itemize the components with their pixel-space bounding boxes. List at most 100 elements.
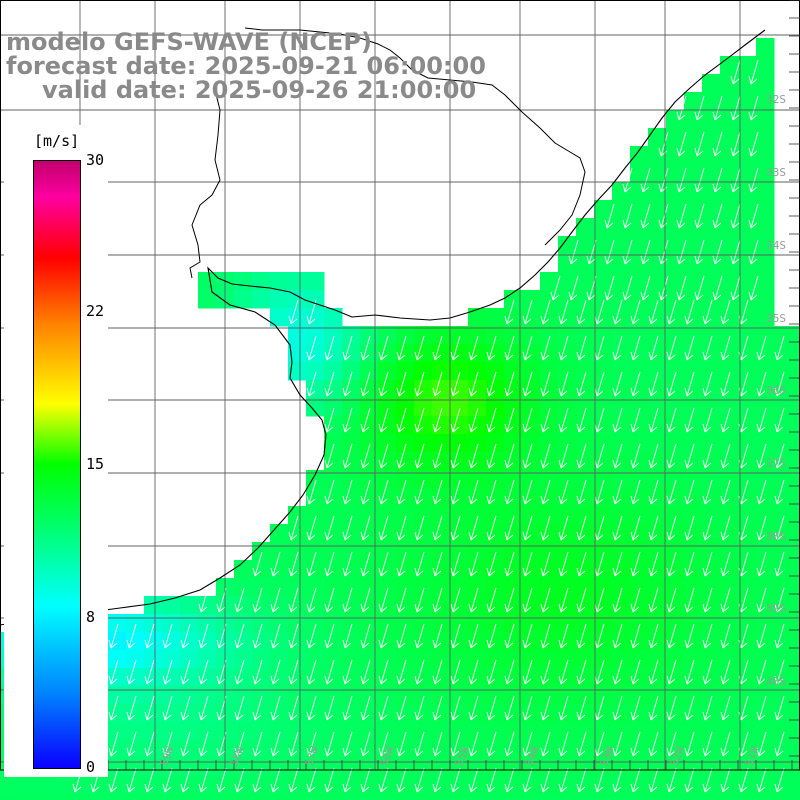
wind-speed-cell [702, 506, 721, 525]
colorbar-tick-label: 8 [86, 608, 96, 626]
wind-speed-cell [756, 236, 775, 255]
wind-speed-cell [432, 380, 451, 399]
wind-speed-cell [270, 596, 289, 615]
wind-arrow [450, 767, 461, 793]
wind-speed-cell [702, 542, 721, 561]
wind-speed-cell [702, 488, 721, 507]
wind-speed-cell [198, 722, 217, 741]
wind-speed-cell [648, 164, 667, 183]
wind-arrow [558, 515, 569, 541]
wind-arrow [108, 731, 119, 757]
wind-speed-cell [162, 614, 181, 633]
colorbar-tick-label: 30 [86, 151, 105, 169]
wind-speed-cell [270, 794, 289, 800]
wind-speed-cell [540, 614, 559, 633]
wind-arrow [198, 623, 209, 649]
wind-arrow [756, 767, 767, 793]
wind-speed-cell [756, 794, 775, 800]
wind-speed-cell [108, 776, 127, 795]
wind-speed-cell [666, 254, 685, 273]
wind-speed-cell [684, 326, 703, 345]
wind-speed-cell [36, 794, 55, 800]
wind-arrow [522, 551, 533, 577]
wind-speed-cell [540, 722, 559, 741]
wind-speed-cell [738, 362, 757, 381]
wind-speed-cell [540, 668, 559, 687]
wind-speed-cell [594, 632, 613, 651]
wind-arrow [180, 659, 191, 685]
wind-speed-cell [288, 758, 307, 777]
wind-arrow [180, 731, 191, 757]
wind-arrow [414, 587, 425, 613]
wind-arrow [658, 275, 669, 301]
wind-arrow [550, 275, 561, 301]
wind-speed-cell [360, 380, 379, 399]
wind-arrow [486, 623, 497, 649]
wind-speed-cell [774, 506, 793, 525]
wind-speed-cell [666, 650, 685, 669]
wind-speed-cell [558, 560, 577, 579]
wind-speed-cell [738, 254, 757, 273]
wind-speed-cell [126, 740, 145, 759]
wind-arrow [658, 239, 669, 265]
wind-speed-cell [738, 560, 757, 579]
wind-speed-cell [738, 794, 757, 800]
wind-speed-cell [522, 614, 541, 633]
wind-speed-cell [126, 794, 145, 800]
wind-speed-cell [360, 398, 379, 417]
wind-speed-cell [378, 614, 397, 633]
wind-speed-cell [720, 344, 739, 363]
wind-arrow [730, 275, 741, 301]
wind-arrow [748, 131, 759, 157]
wind-speed-cell [450, 506, 469, 525]
wind-arrow [568, 239, 579, 265]
wind-speed-cell [396, 398, 415, 417]
wind-arrow [324, 443, 335, 469]
wind-speed-cell [630, 362, 649, 381]
wind-arrow [324, 767, 335, 793]
wind-speed-cell [738, 650, 757, 669]
wind-speed-cell [378, 668, 397, 687]
wind-speed-cell [342, 434, 361, 453]
wind-speed-cell [162, 740, 181, 759]
wind-speed-cell [396, 686, 415, 705]
wind-speed-cell [756, 470, 775, 489]
wind-arrow [288, 587, 299, 613]
wind-arrow [558, 443, 569, 469]
wind-speed-cell [414, 380, 433, 399]
wind-speed-cell [468, 308, 487, 327]
wind-speed-cell [702, 434, 721, 453]
wind-speed-cell [540, 758, 559, 777]
wind-speed-cell [558, 416, 577, 435]
wind-speed-cell [756, 164, 775, 183]
wind-speed-cell [306, 578, 325, 597]
wind-speed-cell [648, 596, 667, 615]
wind-speed-cell [756, 650, 775, 669]
wind-speed-cell [144, 776, 163, 795]
wind-speed-cell [594, 488, 613, 507]
wind-speed-cell [630, 416, 649, 435]
wind-arrow [540, 515, 551, 541]
wind-speed-cell [486, 794, 505, 800]
wind-speed-cell [774, 470, 793, 489]
wind-arrow [612, 731, 623, 757]
wind-speed-cell [396, 416, 415, 435]
wind-speed-cell [540, 380, 559, 399]
wind-speed-cell [252, 758, 271, 777]
wind-arrow [576, 335, 587, 361]
wind-speed-cell [342, 542, 361, 561]
wind-speed-cell [288, 506, 307, 525]
wind-speed-cell [486, 344, 505, 363]
wind-speed-cell [432, 650, 451, 669]
wind-speed-cell [738, 524, 757, 543]
wind-speed-cell [324, 650, 343, 669]
wind-speed-cell [738, 632, 757, 651]
wind-speed-cell [126, 704, 145, 723]
wind-speed-cell [666, 542, 685, 561]
wind-arrow [198, 587, 209, 613]
wind-speed-cell [558, 776, 577, 795]
wind-speed-cell [756, 326, 775, 345]
wind-arrow [414, 731, 425, 757]
wind-arrow [162, 695, 173, 721]
wind-speed-cell [558, 362, 577, 381]
